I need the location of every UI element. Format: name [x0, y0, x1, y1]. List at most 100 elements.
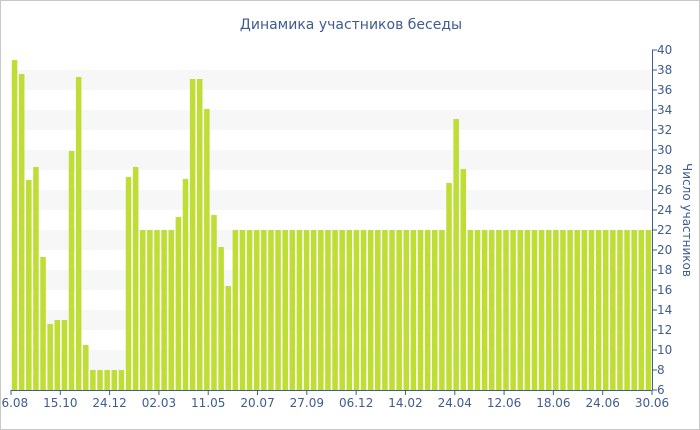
bar [253, 230, 260, 390]
bar [567, 230, 573, 390]
y-tick-label: 18 [657, 263, 672, 277]
bar [182, 179, 189, 390]
bar [410, 230, 417, 390]
bar [467, 230, 474, 390]
bar [261, 230, 267, 390]
bar [239, 230, 246, 390]
bar [303, 230, 310, 390]
bar [211, 215, 217, 390]
bar [289, 230, 296, 390]
bar [503, 230, 509, 390]
bar [90, 370, 96, 390]
bar [531, 230, 538, 390]
bar [631, 230, 637, 390]
bar [375, 230, 381, 390]
y-axis-title: Число участников [680, 163, 694, 277]
bar [26, 180, 32, 390]
bar [446, 183, 452, 390]
x-tick-label: 18.06 [536, 396, 570, 410]
bar [382, 230, 388, 390]
y-tick-label: 36 [657, 83, 672, 97]
bar [460, 169, 467, 390]
y-tick-label: 28 [657, 163, 672, 177]
bar [339, 230, 345, 390]
y-tick-label: 32 [657, 123, 672, 137]
bar [396, 230, 402, 390]
y-axis-ticks: 6 8 10 12 14 16 18 20 22 24 26 28 30 32 34 36 38 40 [652, 43, 672, 397]
bar [553, 230, 559, 390]
bar [189, 79, 196, 390]
bar [196, 79, 203, 390]
bar [275, 230, 281, 390]
bar [232, 230, 239, 390]
bar [125, 177, 132, 390]
bar [282, 230, 288, 390]
bar [496, 230, 502, 390]
bar-series [11, 60, 652, 390]
bar [560, 230, 566, 390]
y-tick-label: 12 [657, 323, 672, 337]
bar [18, 74, 25, 390]
bar [610, 230, 616, 390]
bar [204, 109, 210, 390]
bar [332, 230, 338, 390]
bar [111, 370, 118, 390]
bar [624, 230, 630, 390]
x-tick-label: 15.10 [43, 396, 77, 410]
bar [97, 370, 103, 390]
y-tick-label: 30 [657, 143, 672, 157]
bar [11, 60, 18, 390]
bar [268, 230, 274, 390]
y-tick-label: 10 [657, 343, 672, 357]
x-tick-label: 24.04 [438, 396, 472, 410]
bar [453, 119, 459, 390]
bar [353, 230, 360, 390]
bar [132, 167, 139, 390]
bar [310, 230, 317, 390]
x-tick-label: 06.12 [339, 396, 373, 410]
bar [68, 151, 75, 390]
bar [389, 230, 395, 390]
x-tick-label: 20.07 [240, 396, 274, 410]
bar [574, 230, 580, 390]
bar [645, 230, 652, 390]
x-tick-label: 30.06 [635, 396, 669, 410]
x-tick-label: 24.06 [586, 396, 620, 410]
bar [481, 230, 488, 390]
x-tick-label: 14.02 [388, 396, 422, 410]
bar [432, 230, 438, 390]
x-tick-label: 12.06 [487, 396, 521, 410]
bar [602, 230, 609, 390]
bar [403, 230, 410, 390]
bar [218, 247, 224, 390]
bar [225, 286, 231, 390]
y-tick-label: 24 [657, 203, 672, 217]
bar [40, 257, 46, 390]
bar [147, 230, 153, 390]
bar [538, 230, 545, 390]
bar [367, 230, 374, 390]
bar [161, 230, 167, 390]
bar [154, 230, 160, 390]
bar [318, 230, 324, 390]
bar [168, 230, 175, 390]
y-tick-label: 8 [657, 363, 665, 377]
bar [175, 217, 182, 390]
bar [424, 230, 431, 390]
y-tick-label: 16 [657, 283, 672, 297]
bar [140, 230, 146, 390]
bar [246, 230, 253, 390]
bar [439, 230, 445, 390]
bar [510, 230, 516, 390]
chart-title: Динамика участников беседы [240, 17, 462, 33]
y-tick-label: 20 [657, 243, 672, 257]
bar [581, 230, 588, 390]
y-tick-label: 26 [657, 183, 672, 197]
bar [360, 230, 367, 390]
bar [54, 320, 61, 390]
x-tick-label: 02.03 [142, 396, 176, 410]
bar [517, 230, 523, 390]
y-tick-label: 40 [657, 43, 672, 57]
